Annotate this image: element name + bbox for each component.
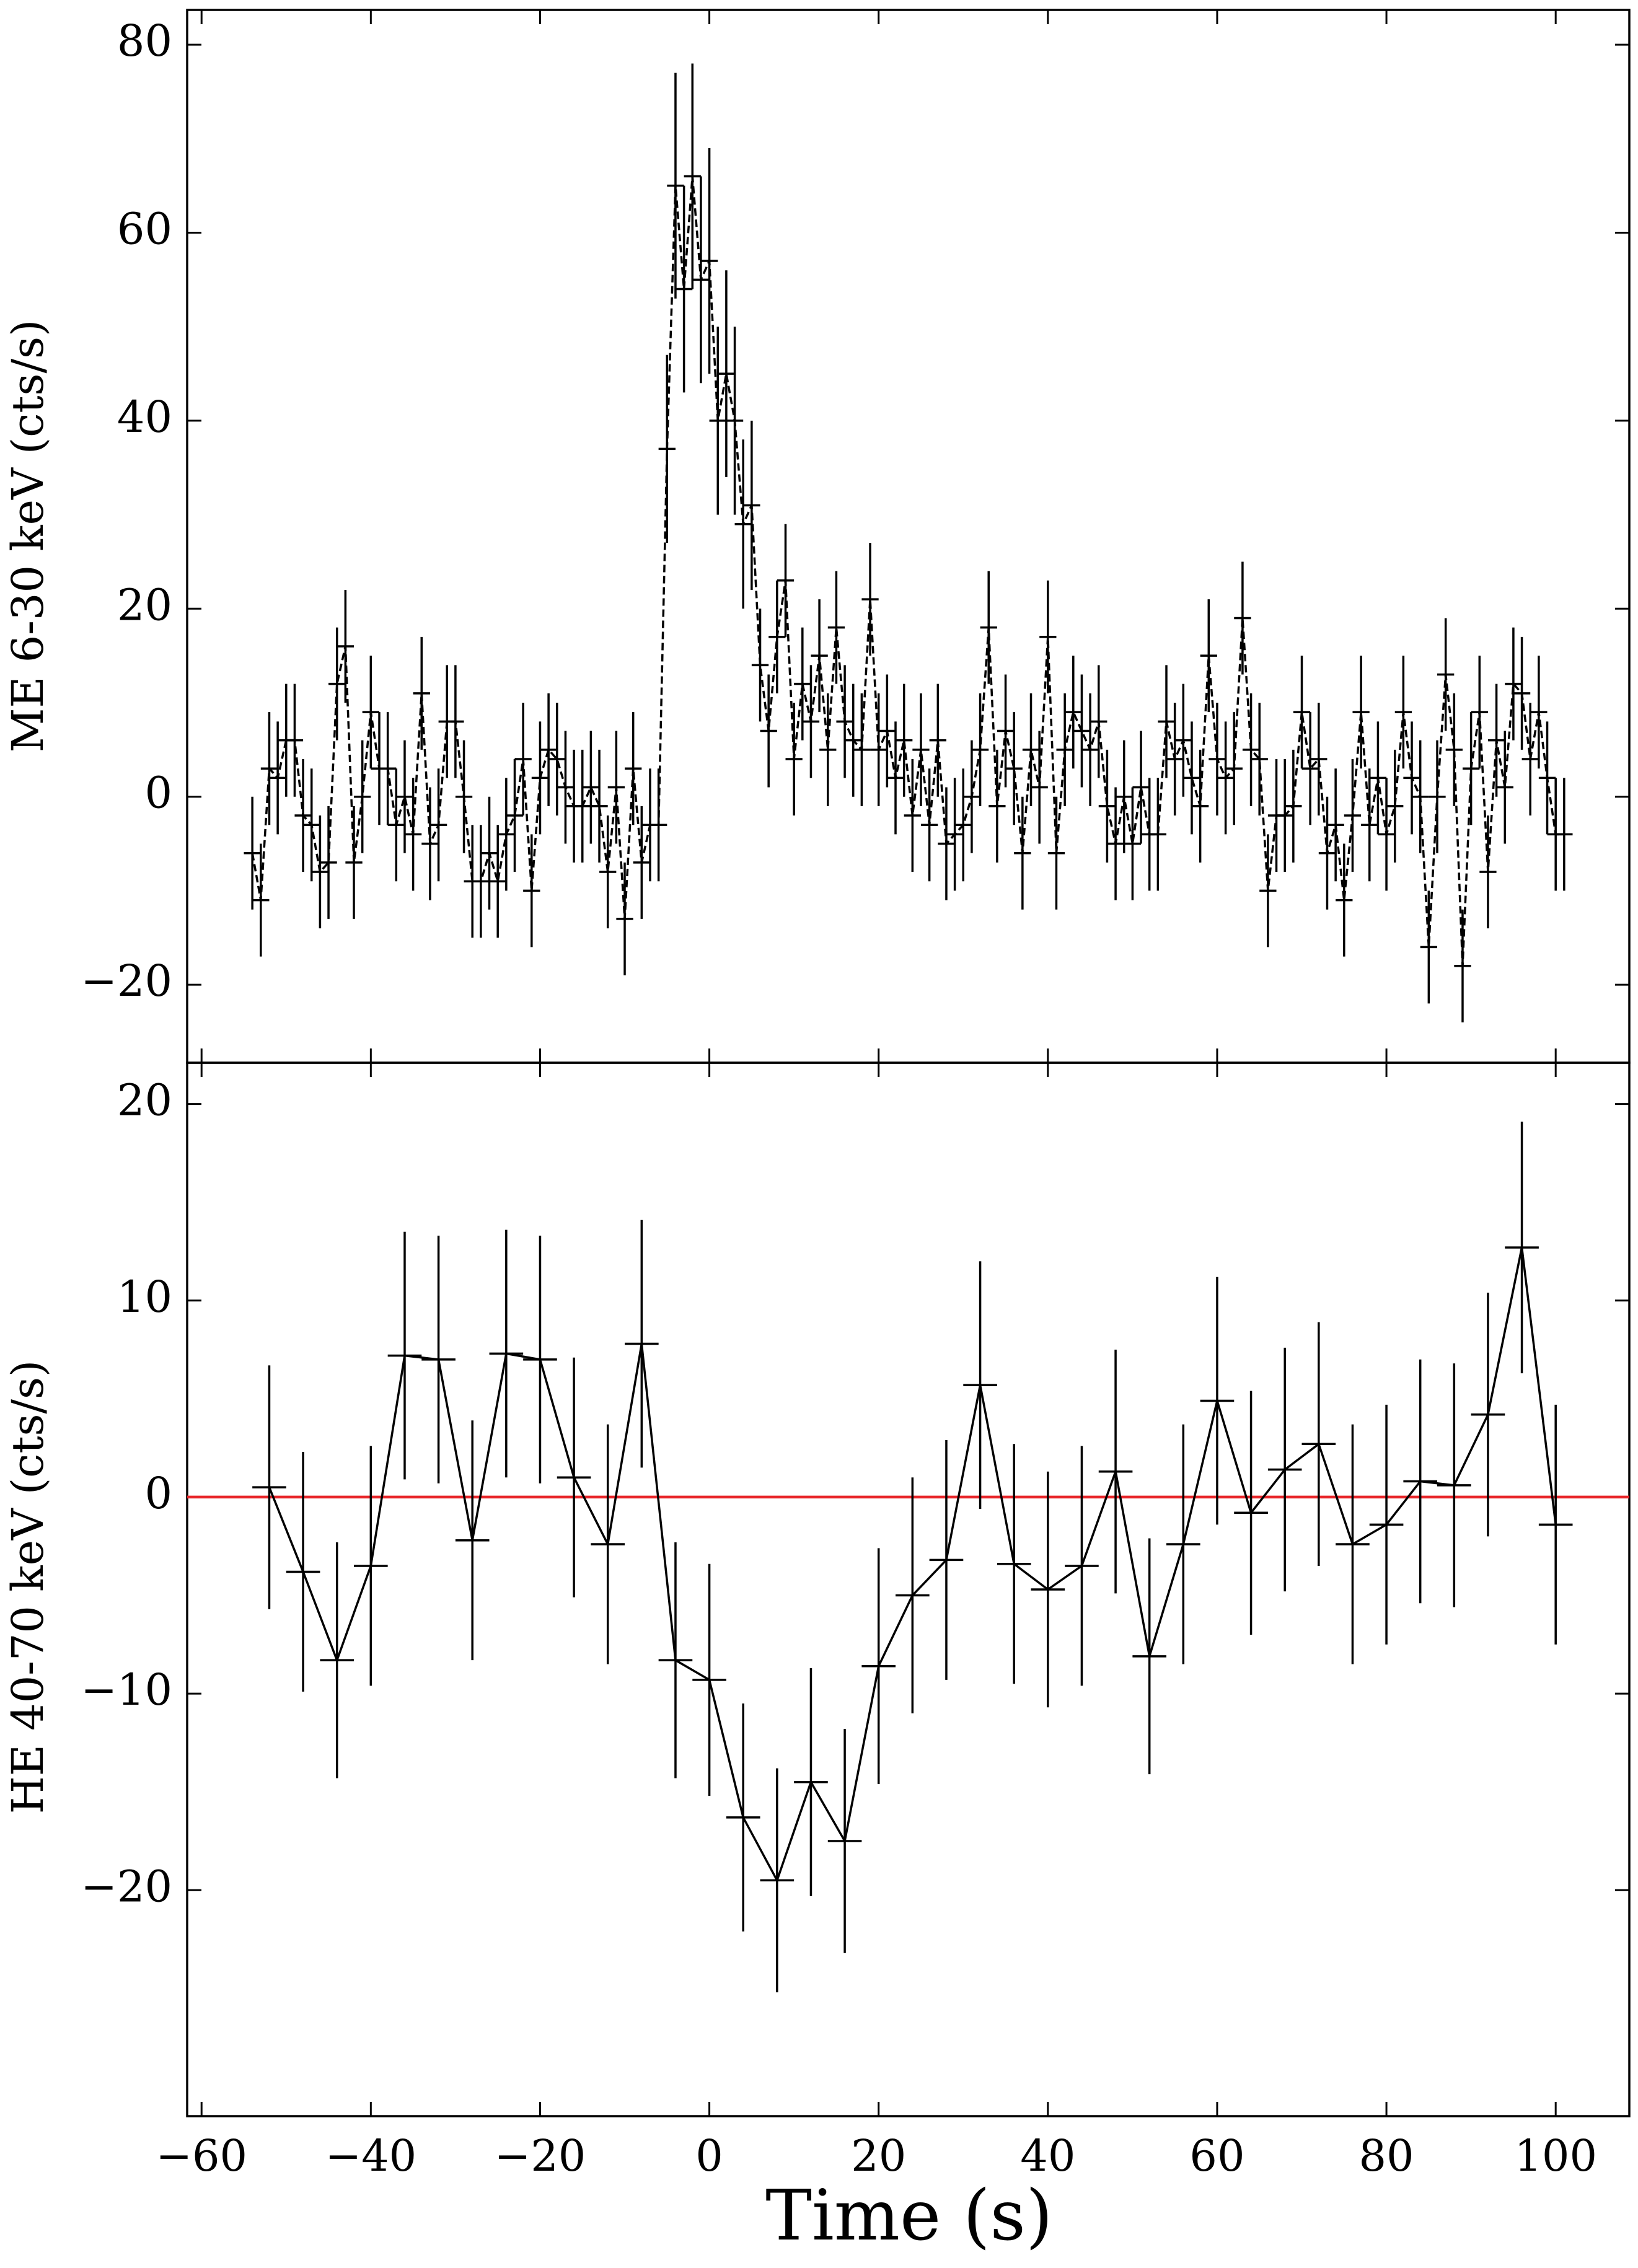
x-tick-label: −40 [325,2130,416,2181]
top-frame [186,9,1631,1064]
y-tick-label: 10 [117,1272,172,1322]
y-tick-label: 20 [117,1075,172,1126]
y-tick-label: 0 [144,1468,172,1519]
y-tick-label: 40 [117,392,172,442]
y-tick-label: −20 [81,956,172,1006]
x-tick-label: −20 [495,2130,586,2181]
y-tick-label: −10 [81,1664,172,1715]
y-tick-label: −20 [81,1861,172,1912]
data-line [251,176,1564,966]
x-tick-label: 80 [1359,2130,1414,2181]
y-axis-label: HE 40-70 keV (cts/s) [2,1360,53,1814]
x-tick-label: 60 [1189,2130,1244,2181]
bottom-frame [186,1061,1631,2117]
x-tick-label: 40 [1020,2130,1075,2181]
x-tick-label: 20 [851,2130,906,2181]
x-tick-label: −60 [156,2130,247,2181]
x-axis-label: Time (s) [765,2176,1052,2256]
y-tick-label: 20 [117,579,172,630]
y-tick-label: 0 [144,768,172,819]
x-tick-label: 100 [1514,2130,1597,2181]
y-axis-label: ME 6-30 keV (cts/s) [2,320,53,753]
y-tick-label: 80 [117,15,172,66]
x-tick-label: 0 [695,2130,723,2181]
y-tick-label: 60 [117,204,172,255]
